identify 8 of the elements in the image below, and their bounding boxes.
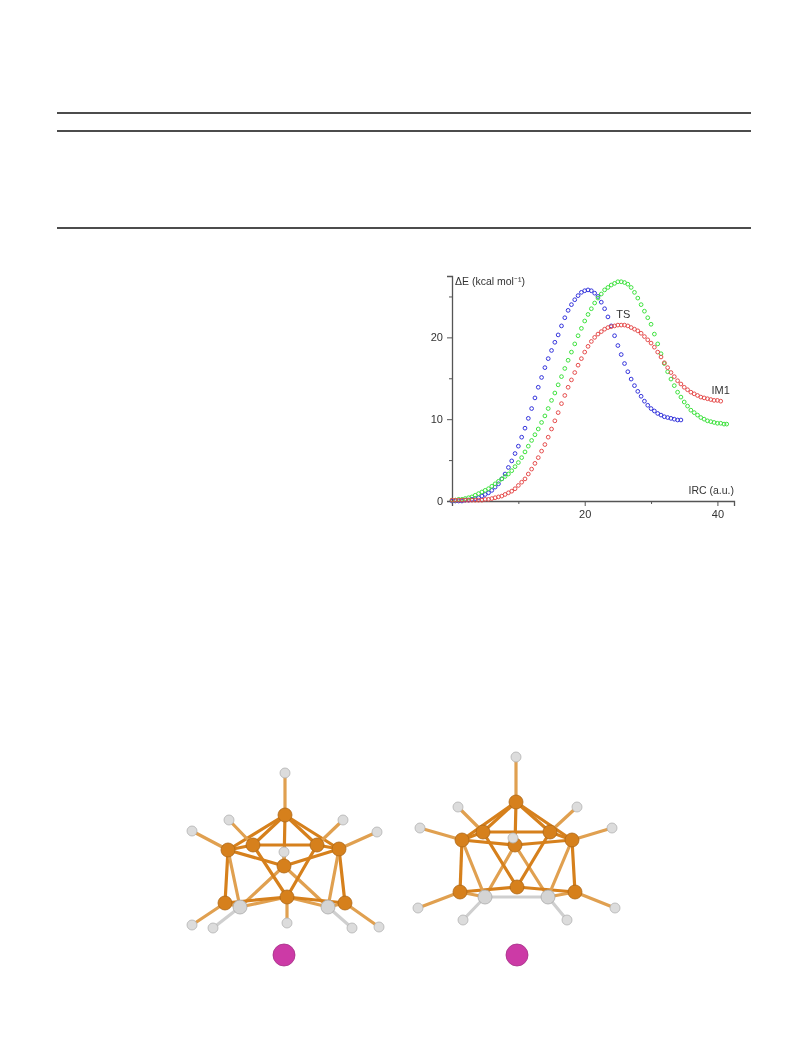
annotation: TS [616, 308, 631, 321]
y-tick-label: 0 [436, 495, 443, 508]
y-tick-label: 10 [430, 413, 443, 426]
x-axis-title: IRC (a.u.) [688, 484, 734, 496]
y-axis-title: ΔE (kcal mol⁻¹) [455, 275, 525, 287]
annotation: IM1 [711, 384, 730, 397]
y-tick-label: 20 [430, 331, 443, 344]
x-tick-label: 40 [711, 507, 725, 520]
